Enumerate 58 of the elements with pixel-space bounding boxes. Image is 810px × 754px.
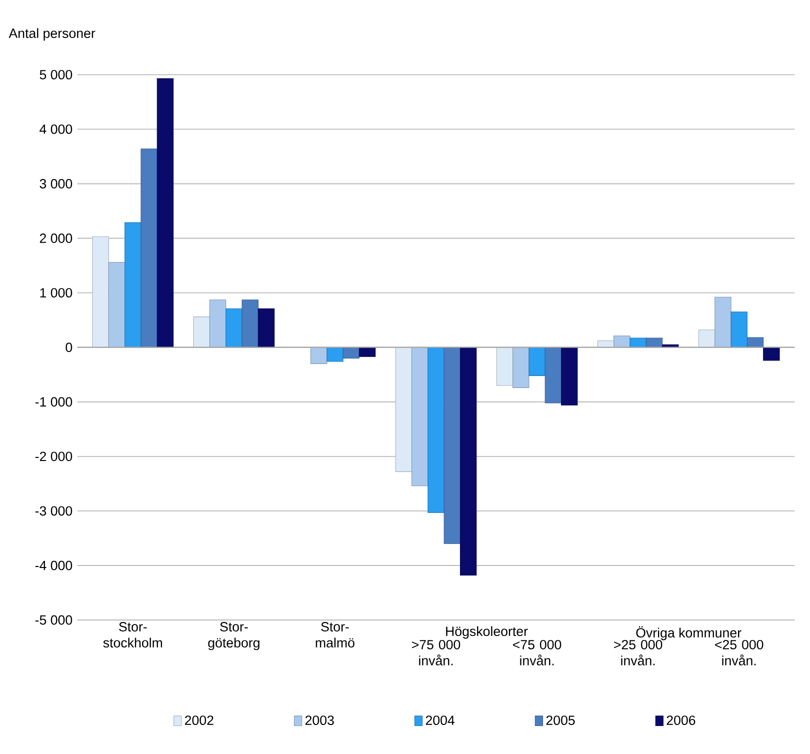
- x-tick-label: <25 000 invån.: [715, 640, 764, 666]
- bar: [358, 347, 376, 357]
- bar: [326, 347, 344, 362]
- bar: [242, 300, 258, 348]
- bar: [646, 338, 663, 348]
- legend-label: 2004: [426, 716, 454, 726]
- legend-label: 2005: [546, 716, 575, 726]
- bar: [561, 347, 578, 406]
- y-axis-title: Antal personer: [8, 28, 96, 41]
- y-tick-label: -3 000: [35, 506, 72, 516]
- y-tick-label: 3 000: [40, 179, 72, 188]
- x-tick-label: <75 000 invån.: [513, 640, 562, 666]
- bar: [512, 347, 530, 388]
- bar: [698, 330, 716, 348]
- bar: [193, 316, 210, 348]
- bar: [630, 338, 646, 348]
- bar: [614, 336, 630, 348]
- y-tick-label: 5 000: [40, 70, 72, 80]
- bar: [258, 308, 275, 348]
- bar: [411, 347, 428, 486]
- bar: [496, 347, 514, 386]
- bar: [140, 148, 158, 348]
- bar: [395, 347, 412, 472]
- y-tick-label: 4 000: [40, 124, 72, 134]
- bar: [342, 347, 360, 359]
- x-tick-label: Stor-stockholm: [103, 622, 162, 648]
- y-tick-label: -1 000: [35, 397, 72, 407]
- text: Högskoleorter: [446, 626, 528, 639]
- bar: [528, 347, 546, 376]
- y-tick-label: 1 000: [40, 288, 72, 298]
- bar: [746, 337, 764, 348]
- bar: [156, 78, 174, 348]
- bar: [124, 222, 142, 348]
- bar: [310, 347, 328, 364]
- bar: [226, 308, 242, 348]
- x-tick-label: Stor-malmö: [316, 622, 354, 648]
- y-tick-label: -2 000: [35, 452, 72, 462]
- legend-label: 2006: [666, 716, 696, 726]
- bar: [544, 347, 562, 404]
- x-tick-label: Stor-göteborg: [208, 622, 260, 650]
- x-tick-label: >25 000 invån.: [614, 640, 662, 666]
- text: Övriga kommuner: [636, 626, 742, 640]
- bar: [209, 300, 226, 348]
- x-tick-label: >75 000 invån.: [412, 640, 460, 666]
- y-tick-label: 2 000: [40, 234, 72, 243]
- bar: [763, 347, 780, 361]
- bar: [428, 347, 444, 513]
- bar: [92, 236, 109, 348]
- bar: [108, 262, 126, 348]
- y-tick-label: 0: [66, 342, 72, 352]
- bar: [460, 347, 477, 576]
- bar: [730, 312, 748, 348]
- legend-label: 2003: [305, 716, 334, 726]
- bar: [444, 347, 461, 544]
- bar: [714, 296, 732, 348]
- legend-label: 2002: [185, 716, 214, 726]
- y-tick-label: -4 000: [35, 560, 72, 570]
- y-tick-label: -5 000: [35, 615, 72, 625]
